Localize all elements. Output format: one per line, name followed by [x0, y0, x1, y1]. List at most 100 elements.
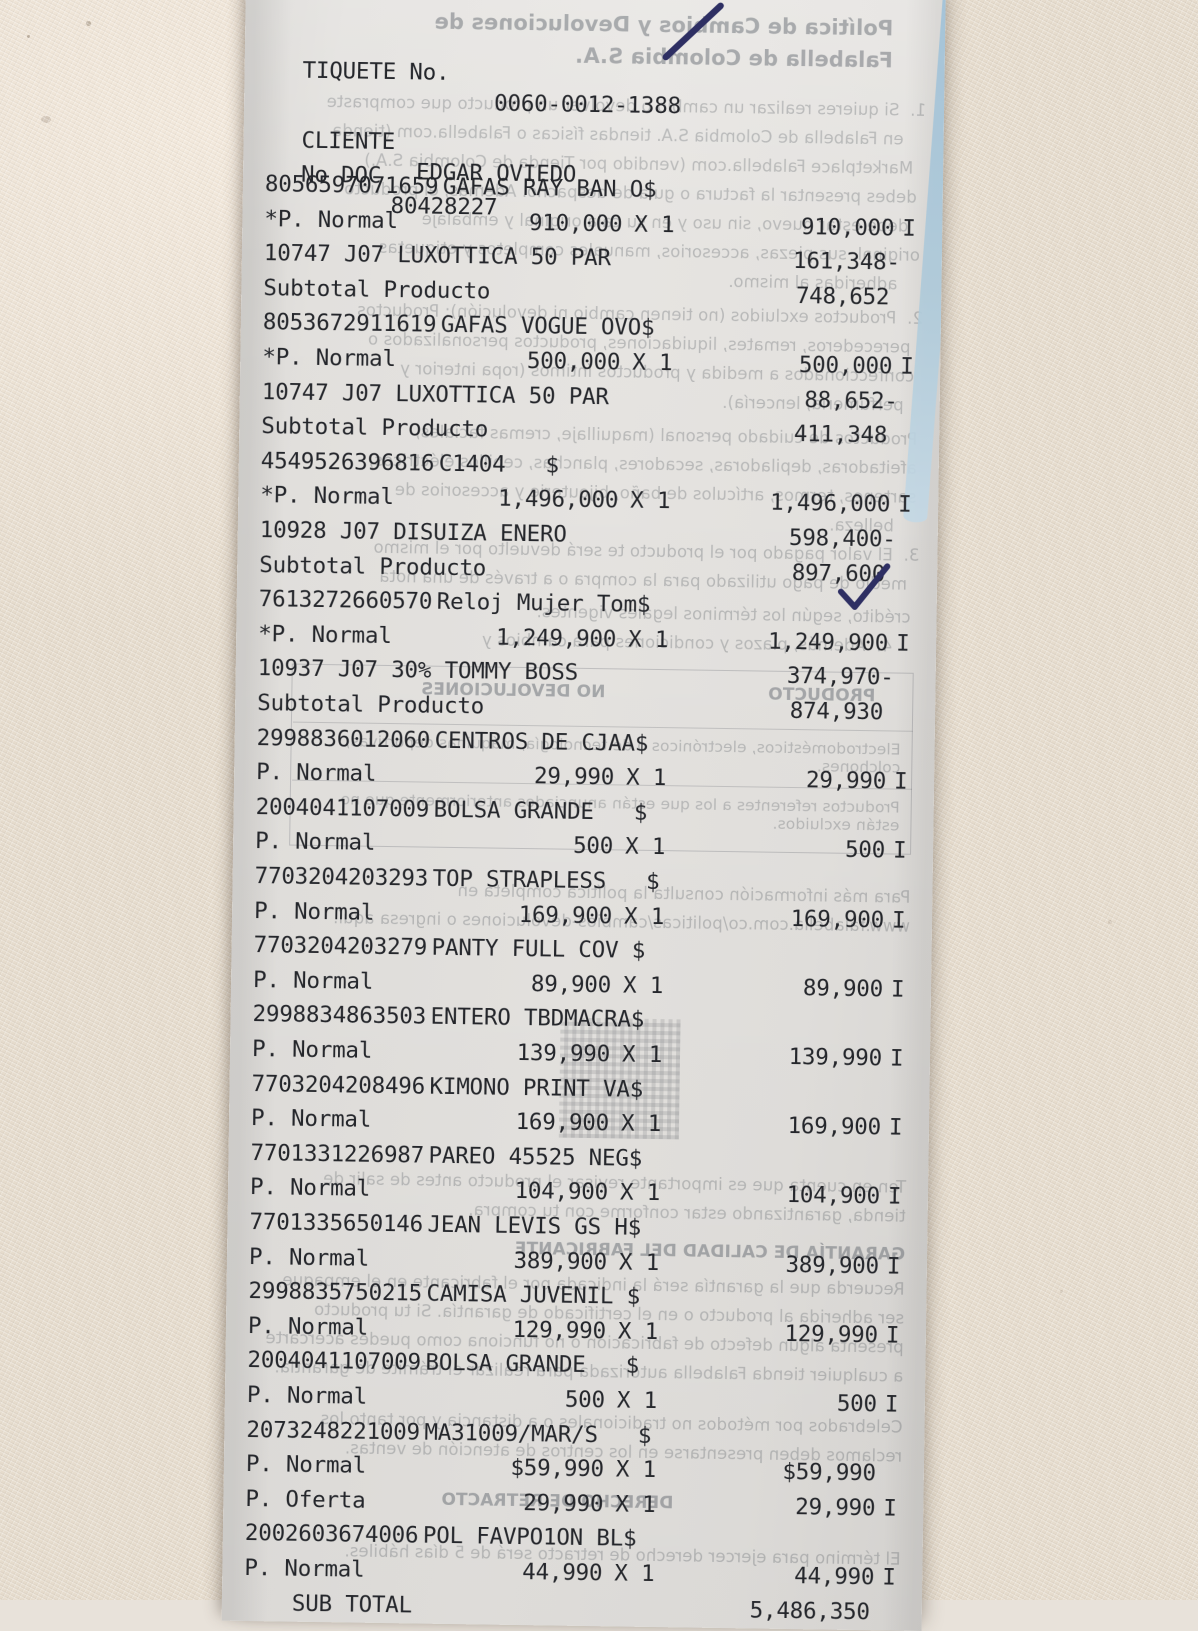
item-amount: 29,990	[805, 767, 887, 795]
line-item-price-row: P. Normal 169,900 X 1 169,900 I	[229, 1103, 929, 1143]
item-tax-flag: I	[884, 1391, 899, 1418]
item-subtotal-label: Subtotal Producto	[259, 551, 487, 582]
item-tax-flag: I	[902, 215, 916, 242]
item-quantity: X 1	[627, 626, 669, 653]
item-amount: 500,000	[798, 352, 893, 380]
line-item-price-row: P. Normal 500 X 1 500 I	[225, 1380, 925, 1420]
sub-total-row: SUB TOTAL 5,486,350	[222, 1587, 922, 1627]
line-item-sku-row: 7703204203279 PANTY FULL COV $	[231, 930, 931, 970]
item-description: Reloj Mujer Tom$	[436, 588, 651, 619]
item-quantity: X 1	[624, 833, 666, 861]
item-unit-price: 89,900	[530, 970, 612, 999]
line-item-subtotal-row: Subtotal Producto 874,930	[235, 688, 935, 728]
line-item-discount-row: 10747 J07 LUXOTTICA 50 PAR 88,652-	[240, 376, 940, 416]
line-item-price-row: P. Normal $59,990 X 1 $59,990	[224, 1449, 924, 1489]
item-quantity: X 1	[616, 1387, 658, 1415]
item-tax-flag: I	[895, 630, 910, 657]
item-quantity: X 1	[634, 211, 675, 238]
item-price-label: P. Normal	[252, 966, 374, 995]
item-unit-price: 29,990	[533, 763, 615, 791]
line-item-price-row: *P. Normal 1,496,000 X 1 1,496,000 I	[238, 480, 938, 520]
item-subtotal-amount: 874,930	[789, 697, 884, 726]
item-offer-price: 29,990	[523, 1489, 604, 1518]
item-discount-code: 10747 J07 LUXOTTICA 50 PAR	[261, 378, 609, 410]
item-tax-flag: I	[893, 768, 908, 795]
item-sku: 8056597071659	[264, 171, 439, 200]
item-price-label: *P. Normal	[260, 482, 394, 511]
item-amount: 129,990	[784, 1320, 879, 1349]
item-sku: 7701331226987	[250, 1139, 425, 1169]
item-price-label: *P. Normal	[258, 620, 392, 649]
line-item-sku-row: 2073248221009 MA31009/MAR/S $	[224, 1414, 924, 1454]
item-quantity: X 1	[623, 903, 665, 930]
item-quantity: X 1	[615, 1456, 657, 1484]
line-item-price-row: P. Normal 500 X 1 500 I	[233, 826, 933, 866]
item-amount: 139,990	[788, 1043, 883, 1072]
line-item-sku-row: 7701331226987 PAREO 45525 NEG$	[228, 1137, 928, 1177]
line-item-sku-row: 8053672911619 GAFAS VOGUE OVO$	[241, 307, 941, 347]
item-price-label: P. Normal	[248, 1243, 370, 1272]
item-subtotal-amount: 748,652	[795, 282, 890, 311]
line-item-price-row: *P. Normal 500,000 X 1 500,000 I	[240, 342, 940, 382]
item-amount: 44,990	[794, 1563, 875, 1591]
item-tax-flag: I	[887, 1183, 902, 1211]
item-unit-price: 389,900	[513, 1247, 608, 1275]
item-subtotal-label: Subtotal Producto	[263, 274, 491, 305]
item-description: JEAN LEVIS GS H$	[427, 1211, 642, 1241]
item-unit-price: 44,990	[522, 1559, 603, 1587]
line-item-price-row: P. Normal 29,990 X 1 29,990 I	[234, 757, 934, 797]
item-sku: 2073248221009	[246, 1416, 421, 1446]
item-quantity: X 1	[625, 764, 667, 792]
item-amount: $59,990	[782, 1459, 877, 1487]
item-price-label: *P. Normal	[262, 344, 396, 373]
item-unit-price: $59,990	[510, 1455, 605, 1483]
item-unit-price: 129,990	[512, 1316, 607, 1345]
item-tax-flag: I	[891, 907, 906, 934]
item-price-label: P. Normal	[254, 828, 376, 857]
line-item-discount-row: 10928 J07 DISUIZA ENERO 598,400-	[238, 515, 938, 555]
item-quantity: X 1	[614, 1560, 655, 1588]
item-sku: 7613272660570	[258, 586, 433, 615]
item-amount: 1,249,900	[767, 628, 889, 657]
item-price-label: *P. Normal	[264, 205, 399, 234]
item-unit-price: 1,496,000	[497, 485, 619, 514]
line-item-sku-row: 2002603674006 POL FAVPO1ON BL$	[223, 1518, 923, 1558]
item-tax-flag: I	[900, 353, 914, 380]
item-description: MA31009/MAR/S $	[424, 1419, 652, 1449]
item-amount: 500	[844, 837, 886, 864]
item-amount: 89,900	[802, 974, 884, 1003]
item-amount: 169,900	[790, 905, 885, 933]
wall-speck	[27, 35, 30, 38]
line-item-discount-row: 10937 J07 30% TOMMY BOSS 374,970-	[236, 653, 936, 693]
item-sku: 2998836012060	[256, 724, 431, 754]
line-item-sku-row: 2998835750215 CAMISA JUVENIL $	[226, 1276, 926, 1316]
item-description: POL FAVPO1ON BL$	[422, 1522, 637, 1553]
item-amount: 1,496,000	[769, 490, 891, 518]
item-price-label: P. Normal	[253, 897, 375, 926]
line-item-discount-row: 10747 J07 LUXOTTICA 50 PAR 161,348-	[242, 238, 942, 278]
ticket-number-row: TIQUETE No. 0060-0012-1388	[245, 25, 945, 120]
item-quantity: X 1	[632, 349, 673, 377]
item-offer-label: P. Oferta	[245, 1485, 366, 1514]
item-sku: 8053672911619	[262, 309, 437, 339]
item-subtotal-label: Subtotal Producto	[261, 413, 489, 443]
item-quantity: X 1	[621, 1041, 663, 1069]
line-item-price-row: P. Normal 104,900 X 1 104,900 I	[228, 1172, 928, 1212]
item-description: CAMISA JUVENIL $	[426, 1280, 641, 1310]
item-tax-flag: I	[888, 1114, 903, 1141]
item-discount-code: 10747 J07 LUXOTTICA 50 PAR	[263, 240, 612, 272]
item-tax-flag: I	[890, 976, 905, 1003]
item-subtotal-label: Subtotal Producto	[257, 690, 485, 720]
line-item-subtotal-row: Subtotal Producto 748,652	[241, 273, 941, 313]
item-offer-tax-flag: I	[883, 1495, 897, 1522]
item-sku: 7703204203293	[254, 863, 429, 892]
item-sku: 2998835750215	[248, 1278, 423, 1307]
line-item-price-row: P. Normal 89,900 X 1 89,900 I	[231, 964, 931, 1004]
item-discount-code: 10928 J07 DISUIZA ENERO	[259, 517, 567, 548]
item-amount: 389,900	[785, 1251, 880, 1279]
item-quantity: X 1	[619, 1179, 661, 1207]
item-sku: 2002603674006	[244, 1520, 419, 1549]
line-item-sku-row: 2998836012060 CENTROS DE CJAA$	[234, 722, 934, 762]
line-item-price-row: P. Normal 44,990 X 1 44,990 I	[222, 1553, 922, 1593]
item-unit-price: 500,000	[526, 348, 621, 376]
